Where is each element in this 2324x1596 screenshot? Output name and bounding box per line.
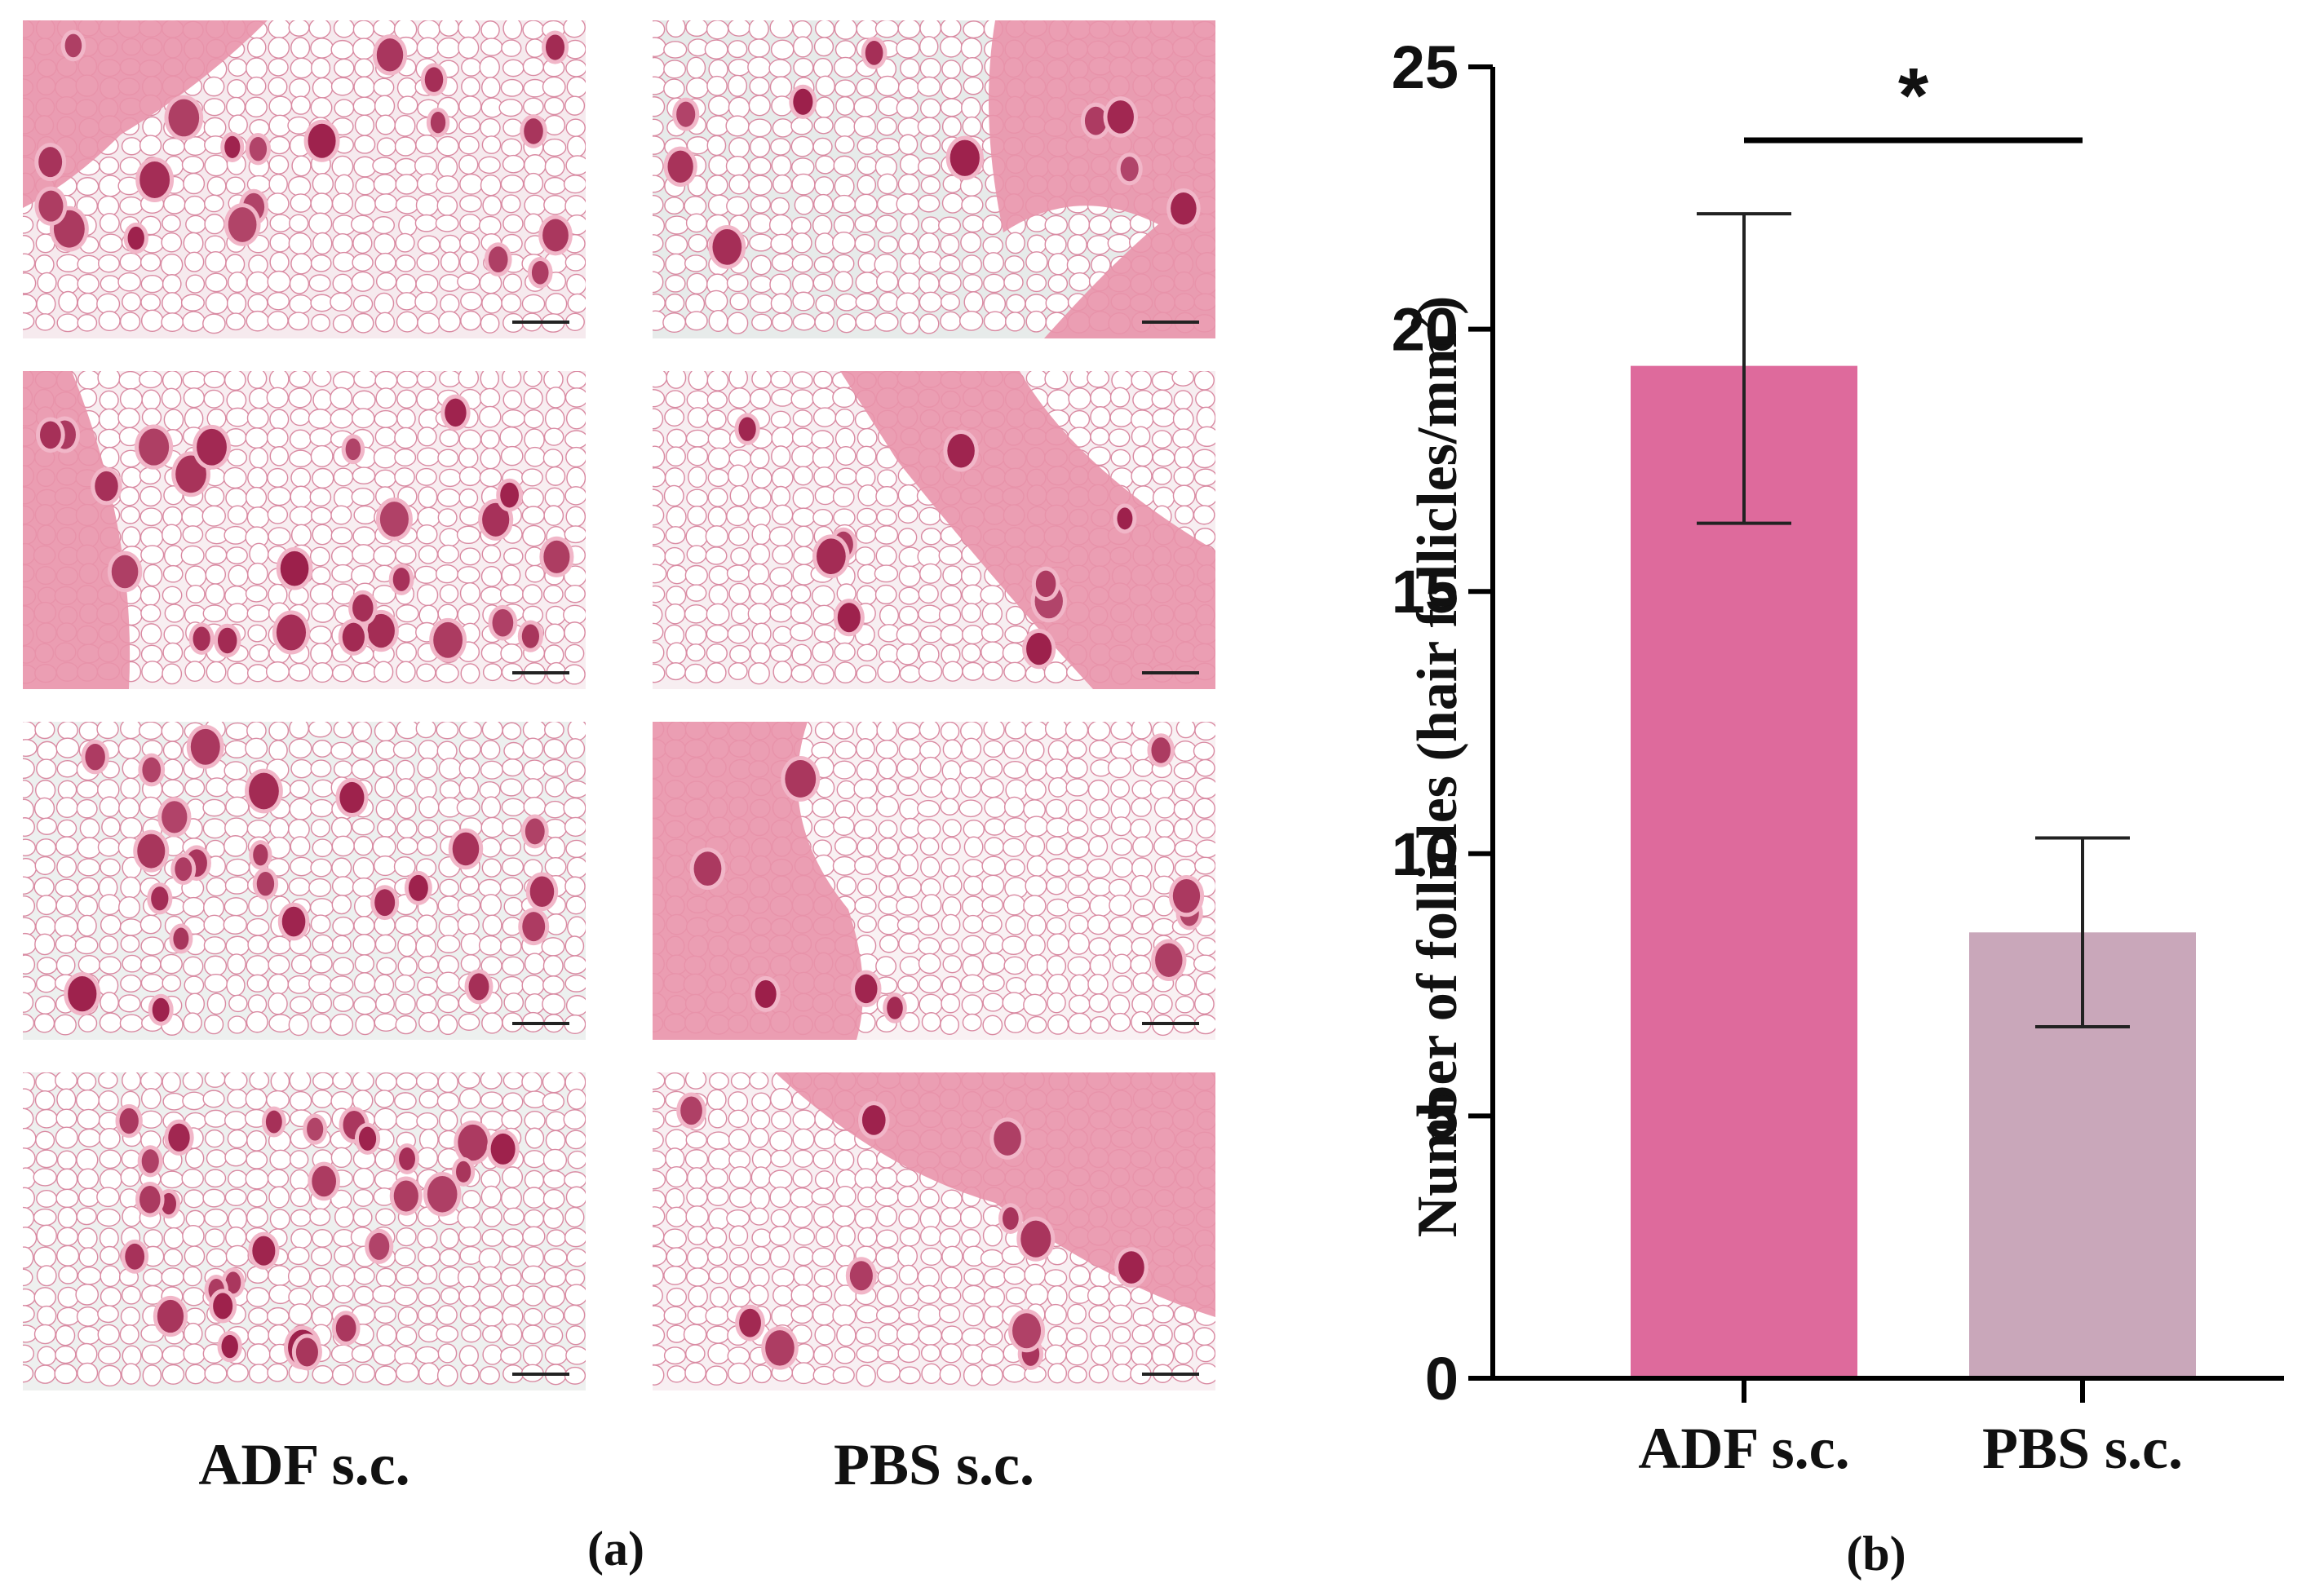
- panel-a-label: (a): [587, 1522, 644, 1576]
- micrograph-pbs-1: [653, 20, 1215, 338]
- y-axis-title-superscript: 2: [1403, 315, 1443, 333]
- follicle-bar-chart: 0 5 10 15 20 25 ADF s.c. PBS s.c. * Number of …: [1392, 33, 2284, 1581]
- y-tick-label: 5: [1425, 1082, 1459, 1150]
- bar-adfsc: [1631, 365, 1857, 1376]
- y-axis: 0 5 10 15 20 25: [1392, 33, 1495, 1413]
- y-tick-label: 20: [1392, 296, 1459, 364]
- x-axis: ADF s.c. PBS s.c.: [1490, 1376, 2284, 1481]
- error-bars: [1697, 212, 2130, 1029]
- y-axis-title: Number of follicles (hair follicles/mm2): [1403, 296, 1469, 1238]
- y-tick-label: 0: [1425, 1345, 1459, 1413]
- micrograph-pbs-4: [653, 1072, 1215, 1390]
- significance-annotation: *: [1744, 52, 2083, 144]
- x-category-label: ADF s.c.: [1638, 1416, 1849, 1481]
- y-tick-label: 15: [1392, 558, 1459, 626]
- y-tick-label: 25: [1392, 33, 1459, 101]
- y-tick-label: 10: [1392, 820, 1459, 888]
- histology-panel: ADF s.c. PBS s.c. (a): [23, 20, 1215, 1576]
- micrograph-adf-1: [23, 20, 586, 338]
- micrograph-adf-2: [23, 371, 586, 689]
- panel-b-label: (b): [1846, 1527, 1906, 1581]
- micrograph-adf-4: [23, 1072, 586, 1390]
- micrograph-adf-3: [23, 722, 586, 1040]
- column-label-pbs: PBS s.c.: [833, 1432, 1035, 1497]
- x-category-label: PBS s.c.: [1982, 1416, 2183, 1481]
- y-axis-title-main: Number of follicles (hair follicles/mm: [1406, 333, 1469, 1237]
- micrograph-pbs-3: [653, 722, 1215, 1040]
- significance-star: *: [1898, 52, 1929, 139]
- y-axis-title-end: ): [1406, 296, 1469, 315]
- column-label-adf: ADF s.c.: [198, 1432, 410, 1497]
- micrograph-pbs-2: [653, 371, 1215, 689]
- bars: [1631, 365, 2196, 1376]
